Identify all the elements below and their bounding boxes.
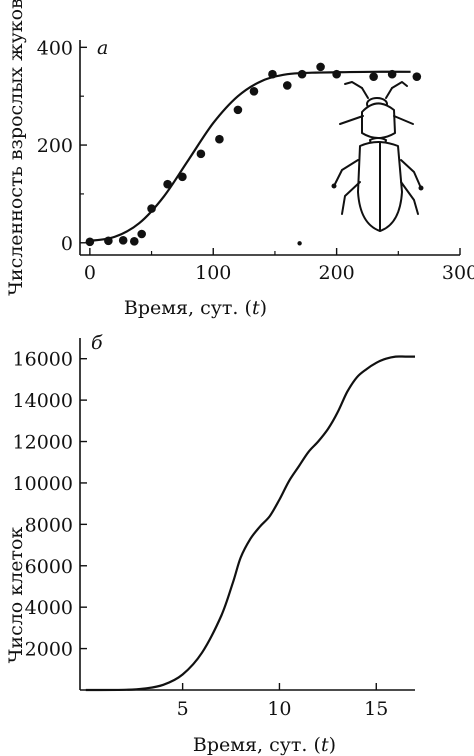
panel-a-data-point bbox=[332, 69, 341, 79]
panel-b: б Число клеток Время, сут. (t) 5 10 15 2000… bbox=[5, 332, 415, 756]
panel-b-growth-curve bbox=[85, 355, 415, 692]
panel-a-label: а bbox=[97, 37, 108, 59]
panel-b-y-tick-label: 16000 bbox=[13, 349, 73, 371]
panel-b-y-tick-label: 12000 bbox=[13, 432, 73, 454]
panel-b-y-tick-label: 14000 bbox=[13, 390, 73, 412]
panel-a-stray-point bbox=[297, 241, 302, 246]
panel-a-y-tick-label: 0 bbox=[61, 233, 73, 255]
panel-b-xlabel-var: t bbox=[321, 734, 329, 756]
panel-b-y-tick-label: 4000 bbox=[25, 597, 73, 619]
panel-b-ylabel: Число клеток bbox=[5, 527, 27, 664]
panel-a-xlabel-text: Время, сут. bbox=[124, 297, 239, 319]
panel-a-data-point bbox=[387, 69, 397, 79]
panel-a-data-point bbox=[147, 204, 156, 213]
panel-b-xlabel-open: ( bbox=[307, 734, 320, 756]
panel-a-data-point bbox=[129, 237, 139, 246]
panel-b-y-tick-label: 10000 bbox=[13, 473, 73, 495]
panel-a-data-point bbox=[282, 81, 292, 90]
panel-b-y-tick-label: 2000 bbox=[25, 639, 73, 661]
panel-b-x-tick-label: 10 bbox=[267, 698, 291, 720]
panel-b-y-tick-label: 8000 bbox=[25, 514, 73, 536]
panel-a-data-point bbox=[369, 72, 378, 81]
beetle-illustration bbox=[331, 81, 424, 232]
panel-a-data-point bbox=[297, 69, 307, 79]
panel-b-x-tick-label: 15 bbox=[364, 698, 388, 720]
panel-a: а Численность взрослых жуков Время, сут.… bbox=[5, 0, 474, 319]
panel-a-ylabel: Численность взрослых жуков bbox=[5, 0, 27, 296]
panel-a-data-point bbox=[137, 229, 146, 239]
panel-a-xlabel-close: ) bbox=[260, 297, 267, 319]
panel-a-data-point bbox=[196, 149, 206, 159]
panel-a-x-tick-label: 300 bbox=[442, 262, 474, 284]
panel-a-x-tick-label: 0 bbox=[84, 262, 96, 284]
panel-a-data-point bbox=[412, 72, 422, 81]
panel-a-data-point bbox=[215, 134, 224, 144]
panel-b-xlabel-close: ) bbox=[329, 734, 336, 756]
panel-a-data-point bbox=[316, 62, 325, 72]
panel-a-data-point bbox=[233, 105, 243, 115]
panel-a-data-point bbox=[268, 69, 277, 79]
panel-a-data-point bbox=[85, 237, 95, 247]
panel-b-axes: 5 10 15 2000 4000 6000 8000 10000 12000 14000 1600… bbox=[13, 338, 415, 720]
panel-a-x-tick-label: 200 bbox=[318, 262, 354, 284]
panel-a-data-point bbox=[104, 236, 113, 246]
panel-b-x-tick-label: 5 bbox=[177, 698, 189, 720]
panel-a-xlabel: Время, сут. (t) bbox=[124, 297, 267, 319]
panel-a-x-tick-label: 100 bbox=[195, 262, 231, 284]
panel-a-axes: 0 100 200 300 0 200 400 bbox=[37, 37, 474, 284]
panel-b-label: б bbox=[91, 332, 103, 354]
panel-a-y-tick-label: 200 bbox=[37, 135, 73, 157]
panel-b-xlabel-text: Время, сут. bbox=[193, 734, 308, 756]
panel-a-data-point bbox=[163, 179, 172, 189]
panel-a-data-point bbox=[249, 87, 259, 96]
panel-b-xlabel: Время, сут. (t) bbox=[193, 734, 336, 756]
panel-a-data-point bbox=[118, 236, 128, 245]
panel-a-data-point bbox=[178, 172, 187, 182]
panel-a-xlabel-open: ( bbox=[238, 297, 251, 319]
panel-a-xlabel-var: t bbox=[252, 297, 260, 319]
panel-b-y-tick-label: 6000 bbox=[25, 556, 73, 578]
panel-a-y-tick-label: 400 bbox=[37, 37, 73, 59]
